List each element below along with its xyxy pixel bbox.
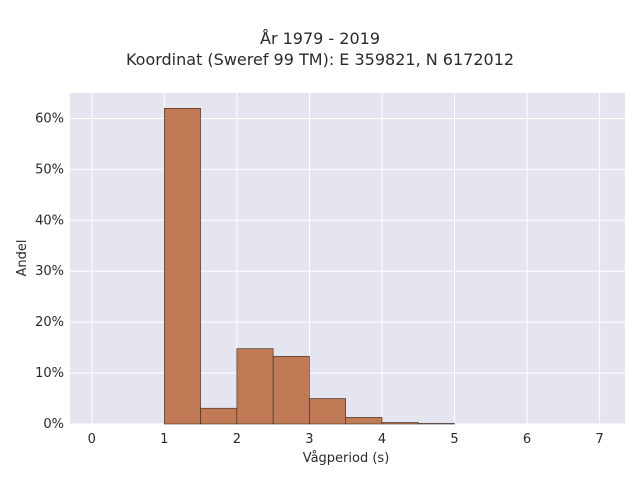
x-axis-label: Vågperiod (s) bbox=[303, 451, 390, 466]
x-tick-label: 1 bbox=[160, 432, 168, 447]
x-tick-label: 7 bbox=[595, 432, 603, 447]
histogram-bar bbox=[417, 423, 455, 425]
y-tick-label: 50% bbox=[35, 162, 64, 177]
histogram-bar bbox=[236, 348, 274, 425]
x-tick-label: 4 bbox=[378, 432, 386, 447]
histogram-bar bbox=[381, 422, 419, 425]
x-tick-label: 0 bbox=[88, 432, 96, 447]
histogram-bar bbox=[200, 407, 238, 425]
chart-title: År 1979 - 2019 bbox=[260, 29, 380, 48]
x-tick-label: 6 bbox=[523, 432, 531, 447]
y-tick-label: 10% bbox=[35, 366, 64, 381]
chart-subtitle: Koordinat (Sweref 99 TM): E 359821, N 61… bbox=[125, 50, 515, 69]
x-tick-label: 3 bbox=[305, 432, 313, 447]
y-axis-label: Andel bbox=[15, 240, 30, 277]
histogram-bar bbox=[272, 355, 310, 425]
y-tick-label: 20% bbox=[35, 315, 64, 330]
y-tick-label: 30% bbox=[35, 264, 64, 279]
x-tick-label: 2 bbox=[233, 432, 241, 447]
y-tick-label: 60% bbox=[35, 111, 64, 126]
x-axis-ticks: 0 1 2 3 4 5 6 7 bbox=[88, 432, 604, 447]
plot-area bbox=[70, 93, 625, 424]
histogram-bar bbox=[309, 398, 346, 425]
histogram-bar bbox=[345, 417, 383, 425]
x-tick-label: 5 bbox=[450, 432, 458, 447]
histogram-bar bbox=[164, 107, 201, 425]
bars bbox=[164, 107, 455, 425]
y-axis-ticks: 0% 10% 20% 30% 40% 50% 60% bbox=[35, 111, 64, 432]
y-tick-label: 40% bbox=[35, 213, 64, 228]
y-tick-label: 0% bbox=[43, 417, 64, 432]
